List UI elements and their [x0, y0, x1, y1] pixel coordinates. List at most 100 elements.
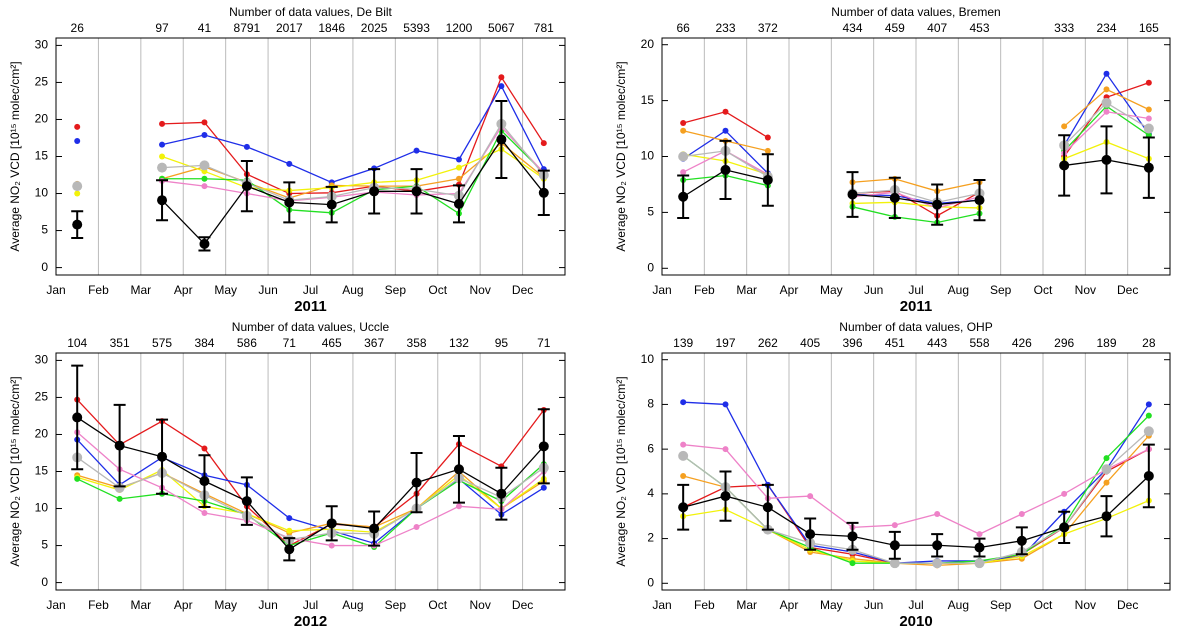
y-tick-label: 30: [35, 353, 49, 367]
count-label: 139: [673, 336, 693, 350]
data-point: [678, 502, 689, 513]
data-point: [201, 132, 208, 139]
data-point: [1145, 401, 1152, 408]
x-tick-label: Mar: [736, 598, 757, 612]
data-point: [807, 493, 814, 500]
data-point: [678, 151, 689, 162]
plot-frame: [661, 352, 1171, 591]
data-point: [1145, 79, 1152, 86]
data-point: [1101, 97, 1112, 108]
data-point: [72, 181, 83, 192]
y-tick-label: 20: [35, 112, 49, 126]
x-tick-label: Sep: [385, 283, 407, 297]
data-point: [680, 399, 687, 406]
count-label: 1846: [318, 21, 345, 35]
data-point: [678, 450, 689, 461]
data-point: [762, 174, 773, 185]
data-point: [498, 83, 505, 90]
data-point: [889, 192, 900, 203]
count-label: 233: [715, 21, 735, 35]
data-point: [498, 74, 505, 81]
count-label: 97: [155, 21, 169, 35]
series-line: [76, 399, 545, 547]
x-axis-label: 2010: [899, 613, 932, 630]
data-point: [805, 529, 816, 540]
count-label: 405: [800, 336, 820, 350]
data-point: [199, 238, 210, 249]
data-point: [680, 127, 687, 134]
y-tick-label: 20: [35, 427, 49, 441]
data-point: [159, 141, 166, 148]
data-point: [328, 542, 335, 549]
data-point: [974, 542, 985, 553]
x-tick-label: Dec: [512, 283, 533, 297]
data-point: [720, 164, 731, 175]
data-point: [369, 186, 380, 197]
y-tick-label: 15: [641, 93, 655, 107]
count-label: 132: [449, 336, 469, 350]
count-label: 781: [534, 21, 554, 35]
data-point: [114, 482, 125, 493]
data-point: [722, 108, 729, 115]
data-point: [678, 191, 689, 202]
count-label: 28: [1142, 336, 1156, 350]
y-tick-label: 15: [35, 149, 49, 163]
data-point: [680, 441, 687, 448]
x-tick-label: Aug: [342, 283, 363, 297]
data-point: [74, 190, 81, 197]
data-point: [284, 197, 295, 208]
x-tick-label: Jul: [303, 283, 318, 297]
data-point: [157, 162, 168, 173]
data-point: [1016, 535, 1027, 546]
y-tick-label: 25: [35, 75, 49, 89]
count-label: 5393: [403, 21, 430, 35]
x-tick-label: Nov: [1075, 283, 1096, 297]
series-line: [76, 431, 545, 547]
data-point: [455, 175, 462, 182]
y-tick-label: 10: [35, 501, 49, 515]
data-point: [1103, 108, 1110, 115]
data-point: [74, 123, 81, 130]
data-point: [680, 472, 687, 479]
data-point: [201, 509, 208, 516]
x-tick-label: Apr: [174, 598, 193, 612]
y-tick-label: 5: [41, 223, 48, 237]
y-axis-label: Average NO₂ VCD [10¹⁵ molec/cm²]: [8, 376, 22, 566]
count-label: 459: [885, 21, 905, 35]
x-tick-label: Nov: [469, 283, 490, 297]
panel-title: Number of data values, OHP: [839, 320, 992, 334]
x-tick-label: Sep: [385, 598, 407, 612]
x-tick-label: Jul: [908, 598, 923, 612]
x-tick-label: Jul: [908, 283, 923, 297]
x-tick-label: Jan: [46, 283, 65, 297]
data-point: [891, 522, 898, 529]
x-tick-label: Jul: [303, 598, 318, 612]
data-point: [326, 518, 337, 529]
data-point: [1103, 455, 1110, 462]
count-label: 296: [1054, 336, 1074, 350]
panel-title: Number of data values, De Bilt: [229, 5, 392, 19]
data-point: [286, 515, 293, 522]
y-tick-label: 30: [35, 38, 49, 52]
data-point: [413, 524, 420, 531]
y-tick-label: 0: [41, 575, 48, 589]
data-point: [722, 127, 729, 134]
data-point: [1143, 162, 1154, 173]
count-label: 351: [110, 336, 130, 350]
data-point: [1061, 123, 1068, 130]
data-point: [847, 189, 858, 200]
data-point: [411, 477, 422, 488]
data-point: [199, 160, 210, 171]
data-point: [159, 120, 166, 127]
y-tick-label: 2: [647, 531, 654, 545]
count-label: 367: [364, 336, 384, 350]
count-label: 465: [322, 336, 342, 350]
series-line: [683, 475, 1150, 549]
data-point: [1143, 426, 1154, 437]
data-point: [1143, 123, 1154, 134]
data-point: [540, 140, 547, 147]
data-point: [934, 510, 941, 517]
series-line: [76, 439, 545, 545]
data-point: [1145, 106, 1152, 113]
